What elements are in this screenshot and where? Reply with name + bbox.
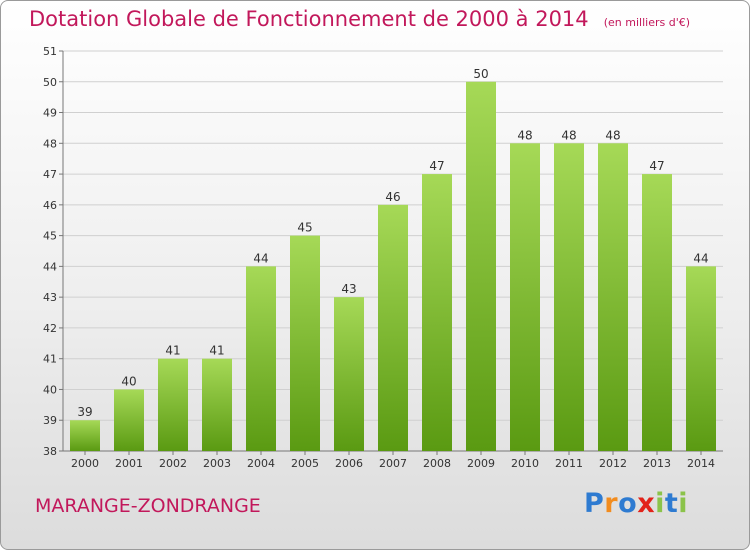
data-label: 48 <box>605 128 620 142</box>
data-label: 46 <box>385 190 400 204</box>
x-tick-label: 2001 <box>115 457 143 470</box>
data-label: 43 <box>341 282 356 296</box>
bar <box>158 358 188 451</box>
data-label: 48 <box>517 128 532 142</box>
data-label: 41 <box>165 344 180 358</box>
data-label: 50 <box>473 67 488 81</box>
y-tick-label: 48 <box>43 137 57 150</box>
logo-letter: o <box>618 488 638 519</box>
x-tick-labels: 2000 2001 2002 2003 2004 2005 2006 2007 2008 2009… <box>71 457 715 470</box>
bar <box>70 420 100 451</box>
city-name: MARANGE-ZONDRANGE <box>35 495 261 517</box>
y-tick-label: 38 <box>43 445 57 458</box>
y-tick-label: 45 <box>43 230 57 243</box>
x-tick-label: 2003 <box>203 457 231 470</box>
bar <box>466 81 496 452</box>
logo-letter: r <box>604 488 619 519</box>
bar <box>422 174 452 452</box>
y-tick-label: 44 <box>43 260 57 273</box>
x-tick-label: 2008 <box>423 457 451 470</box>
logo-letter: x <box>637 488 656 519</box>
y-tick-label: 51 <box>43 45 57 58</box>
bar <box>554 143 584 452</box>
y-tick-label: 42 <box>43 322 57 335</box>
proxiti-logo: Proxiti <box>584 488 688 519</box>
y-tick-label: 40 <box>43 383 57 396</box>
x-tick-label: 2006 <box>335 457 363 470</box>
logo-letter: t <box>664 488 679 519</box>
x-tick-label: 2010 <box>511 457 539 470</box>
data-label: 40 <box>121 374 136 388</box>
bars <box>70 81 716 452</box>
x-tick-label: 2012 <box>599 457 627 470</box>
bar <box>334 297 364 451</box>
x-tick-label: 2011 <box>555 457 583 470</box>
x-tick-label: 2013 <box>643 457 671 470</box>
bar <box>642 174 672 452</box>
bar <box>290 235 320 451</box>
bar <box>202 358 232 451</box>
data-label: 41 <box>209 344 224 358</box>
y-tick-labels: 38 39 40 41 42 43 44 45 46 47 48 49 50 51 <box>43 45 57 458</box>
x-tick-label: 2000 <box>71 457 99 470</box>
data-label: 47 <box>429 159 444 173</box>
data-label: 44 <box>693 251 708 265</box>
data-label: 44 <box>253 251 268 265</box>
bar <box>114 389 144 451</box>
y-tick-label: 50 <box>43 76 57 89</box>
data-label: 39 <box>77 405 92 419</box>
y-tick-label: 46 <box>43 199 57 212</box>
x-tick-label: 2002 <box>159 457 187 470</box>
y-tick-label: 39 <box>43 414 57 427</box>
x-tick-label: 2009 <box>467 457 495 470</box>
data-label: 47 <box>649 159 664 173</box>
y-tick-label: 41 <box>43 353 57 366</box>
bar <box>686 266 716 451</box>
bar <box>598 143 628 452</box>
y-tick-label: 47 <box>43 168 57 181</box>
y-tick-label: 43 <box>43 291 57 304</box>
chart-title: Dotation Globale de Fonctionnement de 20… <box>29 7 589 31</box>
data-label: 45 <box>297 221 312 235</box>
bar <box>378 204 408 451</box>
y-tick-label: 49 <box>43 107 57 120</box>
bar <box>246 266 276 451</box>
logo-letter: i <box>678 488 689 519</box>
logo-letter: i <box>655 488 665 519</box>
bar <box>510 143 540 452</box>
data-label: 48 <box>561 128 576 142</box>
x-tick-label: 2004 <box>247 457 275 470</box>
chart-title-block: Dotation Globale de Fonctionnement de 20… <box>29 7 690 31</box>
x-tick-label: 2014 <box>687 457 715 470</box>
chart-unit-label: (en milliers d'€) <box>603 16 691 29</box>
data-labels: 39 40 41 41 44 45 43 46 47 50 48 48 48 47 44 <box>77 67 708 419</box>
x-tick-label: 2005 <box>291 457 319 470</box>
logo-letter: P <box>584 488 605 519</box>
x-tick-label: 2007 <box>379 457 407 470</box>
